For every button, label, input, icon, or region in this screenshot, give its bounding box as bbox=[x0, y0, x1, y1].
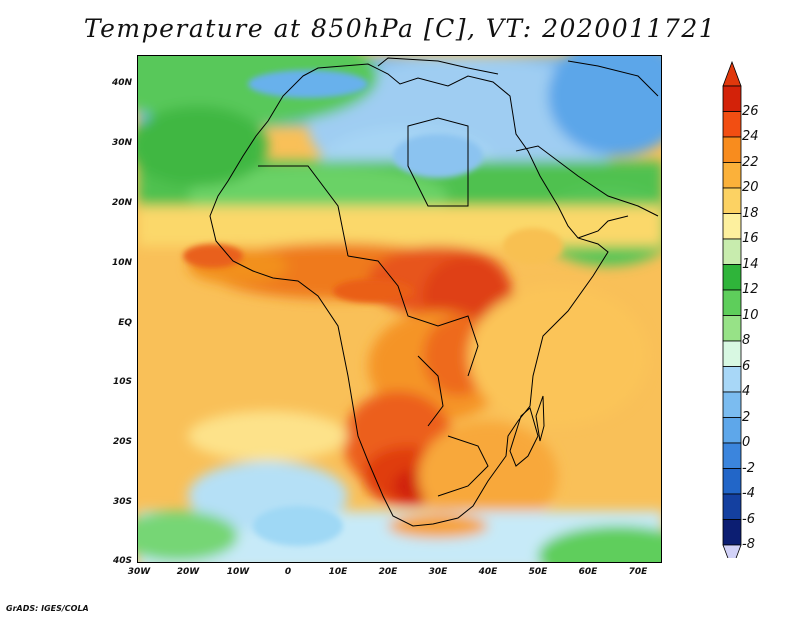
credit-text: GrADS: IGES/COLA bbox=[6, 604, 89, 613]
lon-label-50e: 50E bbox=[528, 567, 548, 577]
colorbar-cell bbox=[722, 238, 742, 265]
colorbar-cell bbox=[722, 366, 742, 393]
colorbar bbox=[722, 60, 742, 558]
colorbar-cell bbox=[722, 264, 742, 291]
colorbar-cell bbox=[722, 493, 742, 520]
lat-label-10n: 10N bbox=[111, 258, 132, 268]
lon-label-10w: 10W bbox=[226, 567, 250, 577]
lon-label-20w: 20W bbox=[176, 567, 200, 577]
colorbar-label: 12 bbox=[742, 282, 759, 297]
colorbar-label: 8 bbox=[742, 333, 751, 348]
colorbar-cell bbox=[722, 340, 742, 367]
colorbar-label: 16 bbox=[742, 231, 759, 246]
colorbar-label: 26 bbox=[742, 103, 759, 119]
colorbar-bottom-arrow bbox=[722, 544, 742, 558]
colorbar-label: 10 bbox=[742, 307, 759, 323]
colorbar-label: 0 bbox=[742, 435, 751, 450]
lon-label-30e: 30E bbox=[428, 567, 448, 577]
colorbar-label: -6 bbox=[742, 511, 755, 527]
colorbar-label: -4 bbox=[742, 486, 755, 501]
lon-label-40e: 40E bbox=[478, 567, 498, 577]
colorbar-cell bbox=[722, 85, 742, 112]
colorbar-label: -8 bbox=[742, 537, 755, 552]
colorbar-label: 6 bbox=[742, 358, 751, 374]
colorbar-label: 20 bbox=[742, 180, 759, 195]
lon-label-70e: 70E bbox=[628, 567, 648, 577]
colorbar-label: 14 bbox=[742, 256, 759, 272]
lon-label-60e: 60E bbox=[578, 567, 598, 577]
colorbar-cell bbox=[722, 136, 742, 163]
colorbar-label: 18 bbox=[742, 205, 759, 221]
lon-label-30w: 30W bbox=[127, 567, 151, 577]
colorbar-cell bbox=[722, 187, 742, 214]
colorbar-cell bbox=[722, 315, 742, 342]
temperature-detail bbox=[183, 70, 563, 546]
colorbar-cell bbox=[722, 442, 742, 469]
chart-title: Temperature at 850hPa [C], VT: 202001172… bbox=[83, 14, 717, 43]
lat-label-eq: EQ bbox=[118, 318, 132, 328]
coastline bbox=[209, 57, 659, 527]
lon-label-20e: 20E bbox=[378, 567, 398, 577]
lat-label-20s: 20S bbox=[112, 437, 132, 447]
lat-label-30s: 30S bbox=[112, 497, 132, 507]
colorbar-cell bbox=[722, 289, 742, 316]
colorbar-cell bbox=[722, 468, 742, 495]
lat-label-20n: 20N bbox=[111, 198, 132, 208]
colorbar-cell bbox=[722, 162, 742, 189]
lon-label-0: 0 bbox=[284, 567, 292, 577]
lat-label-40n: 40N bbox=[111, 78, 132, 88]
colorbar-cell bbox=[722, 519, 742, 546]
lat-label-10s: 10S bbox=[112, 377, 132, 387]
lon-label-10e: 10E bbox=[328, 567, 348, 577]
colorbar-label: 24 bbox=[742, 129, 759, 144]
lat-label-30n: 30N bbox=[111, 138, 132, 148]
colorbar-cell bbox=[722, 417, 742, 444]
colorbar-label: -2 bbox=[742, 460, 755, 476]
lat-label-40s: 40S bbox=[112, 556, 132, 566]
colorbar-cell bbox=[722, 213, 742, 240]
colorbar-label: 22 bbox=[742, 154, 759, 170]
temperature-map bbox=[137, 55, 662, 563]
colorbar-label: 4 bbox=[742, 384, 751, 399]
colorbar-top-arrow bbox=[722, 60, 742, 87]
colorbar-cell bbox=[722, 111, 742, 138]
colorbar-label: 2 bbox=[742, 409, 751, 425]
colorbar-cell bbox=[722, 391, 742, 418]
